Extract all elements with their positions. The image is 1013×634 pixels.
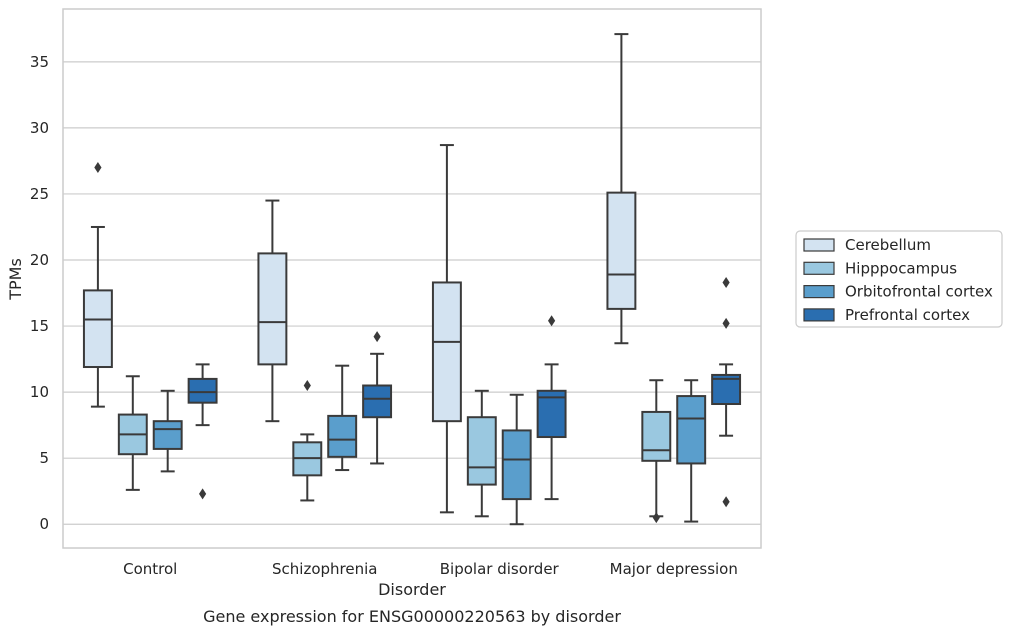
box-plot (606, 33, 637, 345)
box-plot (466, 389, 497, 518)
box-plot (82, 162, 113, 408)
y-tick-label: 30 (30, 119, 49, 137)
box (676, 395, 707, 465)
box (466, 416, 497, 486)
outlier-point (94, 162, 102, 174)
box-plot (362, 331, 393, 465)
box-plot (536, 315, 567, 501)
legend-frame (795, 230, 1003, 328)
y-tick-label: 20 (30, 251, 49, 269)
outlier-point (722, 317, 730, 329)
box (362, 384, 393, 419)
box-plot (711, 276, 742, 508)
legend-label: Orbitofrontal cortex (845, 283, 993, 301)
legend-item: Orbitofrontal cortex (803, 283, 993, 301)
legend-label: Cerebellum (845, 236, 931, 254)
box (431, 281, 462, 423)
x-tick-label: Bipolar disorder (440, 560, 560, 578)
box (82, 289, 113, 369)
box-plots (82, 33, 742, 526)
grid-lines (63, 61, 761, 525)
legend-swatch (803, 261, 835, 275)
legend-item: Hipppocampus (803, 259, 957, 277)
outlier-point (652, 512, 660, 524)
box (606, 191, 637, 310)
legend-label: Hipppocampus (845, 259, 957, 277)
legend-item: Prefrontal cortex (803, 306, 970, 324)
x-tick-label: Schizophrenia (272, 560, 377, 578)
x-tick-label: Control (123, 560, 177, 578)
x-tick-label: Major depression (610, 560, 738, 578)
y-tick-label: 25 (30, 185, 49, 203)
x-axis-ticks: Control Schizophrenia Bipolar disorder Majo… (123, 560, 738, 578)
box-plot (117, 375, 148, 491)
y-tick-label: 5 (39, 449, 49, 467)
box-plot (327, 364, 358, 472)
box-plot (152, 389, 183, 473)
outlier-point (303, 380, 311, 392)
legend-swatch (803, 285, 835, 299)
box-plot (641, 379, 672, 524)
box (257, 252, 288, 366)
box (152, 420, 183, 450)
box-plot (187, 363, 218, 500)
legend-swatch (803, 308, 835, 322)
y-axis-label: TPMs (6, 258, 25, 301)
box-plot (257, 199, 288, 423)
y-axis-ticks: 0 5 10 15 20 25 30 35 (30, 53, 49, 533)
box-plot (431, 144, 462, 514)
y-tick-label: 0 (39, 515, 49, 533)
y-tick-label: 15 (30, 317, 49, 335)
outlier-point (722, 276, 730, 288)
legend-item: Cerebellum (803, 236, 931, 254)
legend: Cerebellum Hipppocampus Orbitofrontal cort… (795, 230, 1003, 328)
box (327, 414, 358, 458)
chart-title: Gene expression for ENSG00000220563 by d… (203, 607, 621, 626)
legend-swatch (803, 238, 835, 252)
legend-label: Prefrontal cortex (845, 306, 970, 324)
box (641, 410, 672, 462)
box-plot (676, 379, 707, 523)
outlier-point (722, 496, 730, 508)
plot-frame (62, 8, 762, 549)
box (187, 377, 218, 404)
box (501, 429, 532, 501)
outlier-point (199, 488, 207, 500)
box-plot (292, 380, 323, 502)
y-tick-label: 10 (30, 383, 49, 401)
outlier-point (548, 315, 556, 327)
box (536, 389, 567, 439)
x-axis-label: Disorder (378, 580, 446, 599)
outlier-point (373, 331, 381, 343)
y-tick-label: 35 (30, 53, 49, 71)
box-plot (501, 393, 532, 526)
